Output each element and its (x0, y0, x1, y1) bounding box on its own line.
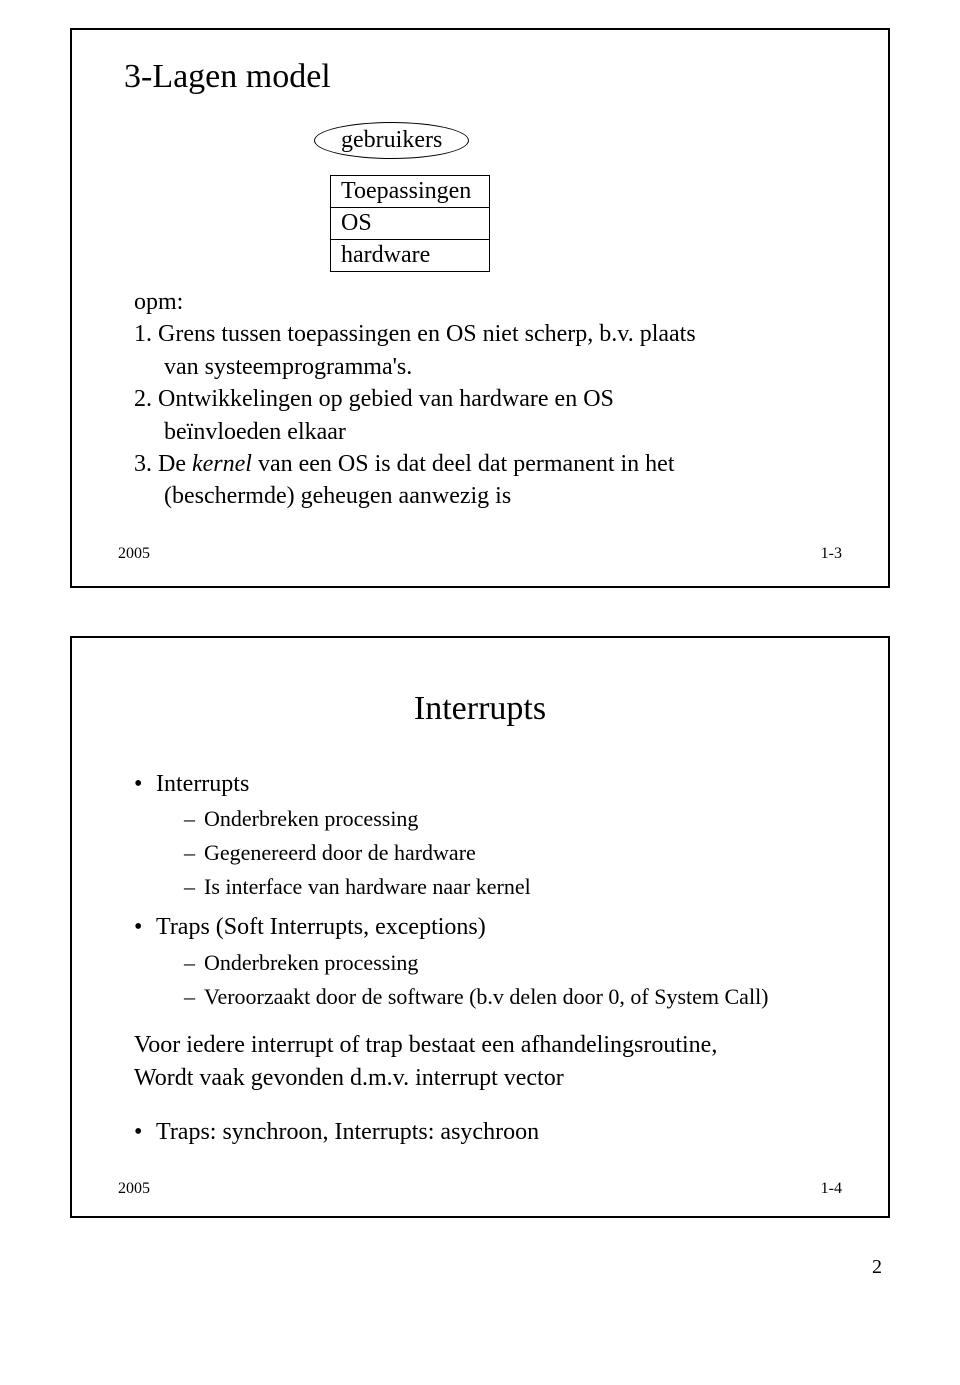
sub-item: Is interface van hardware naar kernel (184, 872, 846, 902)
slide1-title: 3-Lagen model (124, 58, 846, 96)
layer-row: OS (331, 208, 490, 240)
layer-row: hardware (331, 240, 490, 272)
interrupts-sublist: Onderbreken processing Gegenereerd door … (184, 804, 846, 901)
bullet-interrupts: Interrupts Onderbreken processing Gegene… (134, 768, 846, 901)
footer-year: 2005 (118, 545, 150, 563)
sub-item: Onderbreken processing (184, 948, 846, 978)
page: 3-Lagen model gebruikers Toepassingen OS… (0, 0, 960, 1299)
users-oval: gebruikers (314, 122, 469, 159)
bullet-sync: Traps: synchroon, Interrupts: asychroon (134, 1116, 846, 1148)
layer-row: Toepassingen (331, 176, 490, 208)
opm-1-line2: van systeemprogramma's. (164, 351, 846, 383)
sub-item: Onderbreken processing (184, 804, 846, 834)
opm-2-line1: 2. Ontwikkelingen op gebied van hardware… (134, 386, 614, 412)
traps-sublist: Onderbreken processing Veroorzaakt door … (184, 948, 846, 1011)
sub-item: Veroorzaakt door de software (b.v delen … (184, 982, 846, 1012)
opm-3-pre: 3. De (134, 451, 192, 477)
users-oval-wrap: gebruikers (114, 122, 846, 175)
paragraph: Voor iedere interrupt of trap bestaat ee… (134, 1029, 846, 1094)
slide2-footer: 2005 1-4 (114, 1180, 846, 1198)
opm-2-line2: beïnvloeden elkaar (164, 416, 846, 448)
opm-item-2: 2. Ontwikkelingen op gebied van hardware… (134, 383, 846, 448)
bullet-traps: Traps (Soft Interrupts, exceptions) Onde… (134, 911, 846, 1011)
slide-2: Interrupts Interrupts Onderbreken proces… (70, 636, 890, 1218)
opm-3-kernel: kernel (192, 451, 252, 477)
slide2-list-2: Traps: synchroon, Interrupts: asychroon (134, 1116, 846, 1148)
opm-item-3: 3. De kernel van een OS is dat deel dat … (134, 448, 846, 513)
opm-3-line2: (beschermde) geheugen aanwezig is (164, 480, 846, 512)
layer-stack: Toepassingen OS hardware (330, 175, 490, 272)
slide1-footer: 2005 1-3 (114, 545, 846, 563)
bullet-traps-label: Traps (Soft Interrupts, exceptions) (156, 914, 486, 940)
footer-page: 1-4 (821, 1180, 842, 1198)
para-line2: Wordt vaak gevonden d.m.v. interrupt vec… (134, 1065, 564, 1091)
footer-page: 1-3 (821, 545, 842, 563)
sub-item: Gegenereerd door de hardware (184, 838, 846, 868)
para-line1: Voor iedere interrupt of trap bestaat ee… (134, 1032, 717, 1058)
opm-3-mid: van een OS is dat deel dat permanent in … (252, 451, 675, 477)
slide2-title: Interrupts (114, 690, 846, 728)
footer-year: 2005 (118, 1180, 150, 1198)
page-number: 2 (70, 1256, 890, 1279)
opm-label: opm: (134, 286, 846, 318)
slide2-list: Interrupts Onderbreken processing Gegene… (134, 768, 846, 1011)
slide-1: 3-Lagen model gebruikers Toepassingen OS… (70, 28, 890, 588)
opm-item-1: 1. Grens tussen toepassingen en OS niet … (134, 318, 846, 383)
bullet-interrupts-label: Interrupts (156, 771, 249, 797)
opm-1-line1: 1. Grens tussen toepassingen en OS niet … (134, 321, 696, 347)
